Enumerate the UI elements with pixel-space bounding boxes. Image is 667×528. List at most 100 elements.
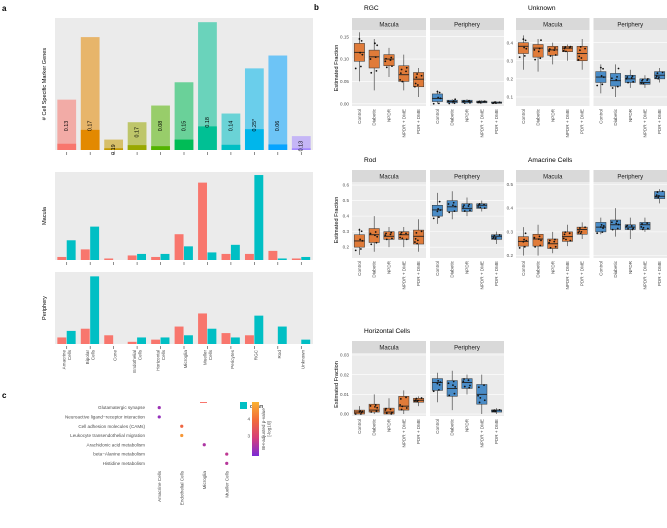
b-point — [385, 238, 388, 241]
b-xtick-label-control: Control — [435, 109, 440, 124]
b-point — [375, 69, 378, 72]
a-xtick-label-line: Amacrine — [62, 350, 67, 370]
b-point — [415, 231, 418, 234]
b-xtick-label-control: Control — [435, 261, 440, 276]
b-point — [479, 396, 482, 399]
b-strip-label-macula: Macula — [543, 23, 563, 29]
b-point — [640, 82, 643, 84]
b-xtick-label-control: Control — [521, 109, 526, 124]
a-xtick-label-line: Horizontal — [156, 350, 161, 371]
a-xtick-label-line: Bipolar — [85, 350, 90, 365]
b-point — [358, 38, 361, 40]
a-xtick-label-line: Microglia — [183, 350, 188, 369]
b-point — [438, 91, 441, 94]
b-point — [657, 77, 660, 80]
c-ytick-label-cell-adhesion-molecules-cams: Cell adhesion molecules (CAMs) — [78, 424, 145, 429]
b-point — [462, 205, 465, 208]
b-point — [584, 47, 586, 50]
b-point — [518, 56, 521, 59]
a-macula-bar-down-rod — [277, 258, 287, 260]
b-xtick-label-npdr: NPDR — [387, 108, 392, 122]
b-strip-label-macula: Macula — [543, 175, 563, 181]
b-point — [479, 206, 482, 209]
a-periphery-bar-down-mueller-cells — [207, 328, 217, 344]
b-xtick-label-pdr-dme: PDR + DME — [494, 419, 499, 444]
b-point — [391, 237, 393, 240]
b-point — [376, 44, 379, 47]
b-box-macula-npdr-dme — [398, 231, 410, 240]
b-point — [401, 237, 404, 240]
a-xtick-label-line: Cone — [113, 350, 118, 361]
b-point — [524, 232, 527, 235]
a-macula-bar-down-horizontal-cells — [160, 253, 170, 260]
b-point — [447, 100, 450, 103]
b-xtick-label-npdr-dme: NPDR + DME — [401, 419, 406, 447]
b-box-periphery-control — [431, 378, 443, 391]
b-box-macula-diabetic — [532, 234, 544, 247]
b-point — [374, 404, 377, 406]
a-macula-bar-up-microglia — [174, 234, 184, 260]
b-xtick-label-pdr-dme: PDR + DME — [494, 261, 499, 286]
c-colorbar-title: BH-adjusted p-value[-log10] — [261, 408, 272, 450]
b-point — [577, 58, 580, 61]
b-point — [615, 78, 618, 81]
b-point — [640, 226, 643, 228]
b-point — [370, 71, 373, 74]
b-point — [522, 240, 525, 243]
a-top-bar-marker-mueller-cells — [198, 126, 217, 150]
b-point — [477, 206, 479, 208]
b-panel-amacrine-cells: Amacrine Cells 0.2 0.3 0.4 0.5 Macula Control D… — [507, 157, 667, 289]
b-point — [533, 236, 536, 239]
a-top-bar-unknown — [291, 136, 311, 150]
a-top-bar-mueller-cells — [198, 22, 217, 151]
b-point — [537, 238, 540, 241]
b-panel-title-unknown: Unknown — [528, 5, 556, 12]
c-ytick-label-beta-alanine-metabolism: beta−Alanine metabolism — [93, 452, 145, 457]
b-point — [554, 47, 556, 49]
b-point — [655, 195, 657, 198]
b-point — [462, 100, 465, 103]
a-macula-bar-down-amacrine-cells — [66, 240, 76, 260]
b-point — [437, 216, 440, 219]
b-xtick-label-diabetic: Diabetic — [450, 260, 455, 277]
b-point — [452, 380, 455, 383]
a-periphery-bar-up-cone — [104, 335, 114, 344]
b-point — [401, 405, 404, 408]
b-point — [359, 238, 362, 241]
a-macula-bar-up-unknown — [291, 258, 301, 260]
c-colorbar-title-line: [-log10] — [267, 421, 272, 436]
b-xtick-label-diabetic: Diabetic — [450, 418, 455, 435]
a-top-bar-marker-unknown — [291, 148, 311, 150]
b-point — [498, 408, 501, 411]
b-xtick-label-pdr-dme: PDR + DME — [494, 109, 499, 134]
b-xtick-label-npdr-dme: NPDR + DME — [401, 109, 406, 137]
b-point — [416, 239, 419, 242]
b-point — [375, 410, 378, 413]
a-periphery-bar-up-bipolar-cells — [80, 328, 90, 344]
b-strip-periphery — [430, 18, 504, 30]
a-periphery-bar-up-microglia — [174, 326, 184, 344]
b-xtick-label-npdr-dme: NPDR + DME — [479, 261, 484, 289]
b-point — [492, 102, 494, 105]
b-box-periphery-pdr-dme — [491, 234, 503, 240]
b-ylabel: Estimated Fraction — [334, 197, 340, 244]
b-point — [562, 237, 565, 240]
b-point — [399, 233, 402, 236]
a-top-bar-label-pericytes: 0.14 — [228, 121, 234, 132]
b-panel-title-amacrine-cells: Amacrine Cells — [528, 157, 573, 164]
a-macula-bar-up-mueller-cells — [198, 182, 207, 260]
b-xtick-label-control: Control — [357, 261, 362, 276]
a-periphery-bar-down-bipolar-cells — [90, 276, 100, 344]
b-panel-title-rod: Rod — [364, 157, 376, 164]
b-strip-macula — [516, 18, 590, 30]
b-strip-macula — [352, 170, 426, 182]
b-point — [361, 239, 364, 242]
b-point — [448, 394, 451, 397]
b-strip-macula — [516, 170, 590, 182]
b-point — [524, 39, 527, 42]
b-point — [420, 397, 423, 399]
a-xtick-label-line: Cells — [91, 349, 96, 360]
b-point — [405, 232, 407, 235]
a-top-bar-label-cone: 0.19 — [111, 144, 117, 155]
b-point — [523, 46, 525, 49]
